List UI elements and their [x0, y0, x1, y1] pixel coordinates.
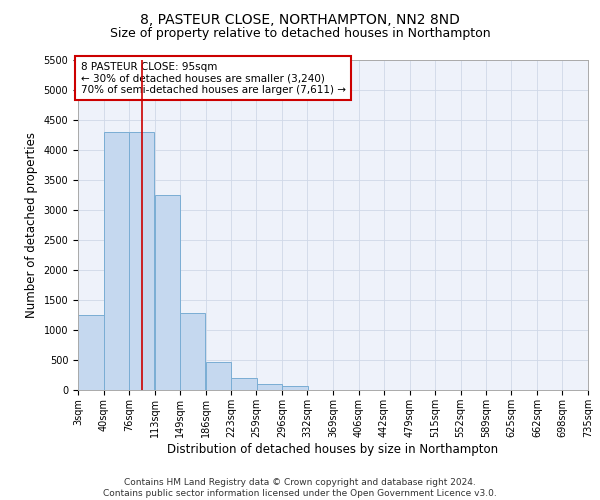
- Bar: [155, 195, 180, 390]
- Text: 8 PASTEUR CLOSE: 95sqm
← 30% of detached houses are smaller (3,240)
70% of semi-: 8 PASTEUR CLOSE: 95sqm ← 30% of detached…: [80, 62, 346, 95]
- Text: Size of property relative to detached houses in Northampton: Size of property relative to detached ho…: [110, 28, 490, 40]
- Text: 8, PASTEUR CLOSE, NORTHAMPTON, NN2 8ND: 8, PASTEUR CLOSE, NORTHAMPTON, NN2 8ND: [140, 12, 460, 26]
- Bar: [206, 362, 231, 390]
- Bar: [180, 313, 205, 390]
- Bar: [283, 386, 308, 390]
- Bar: [232, 378, 257, 390]
- Bar: [257, 384, 282, 390]
- Bar: [78, 315, 104, 390]
- Text: Contains HM Land Registry data © Crown copyright and database right 2024.
Contai: Contains HM Land Registry data © Crown c…: [103, 478, 497, 498]
- Bar: [104, 132, 130, 390]
- Y-axis label: Number of detached properties: Number of detached properties: [25, 132, 38, 318]
- X-axis label: Distribution of detached houses by size in Northampton: Distribution of detached houses by size …: [167, 442, 499, 456]
- Bar: [129, 132, 154, 390]
